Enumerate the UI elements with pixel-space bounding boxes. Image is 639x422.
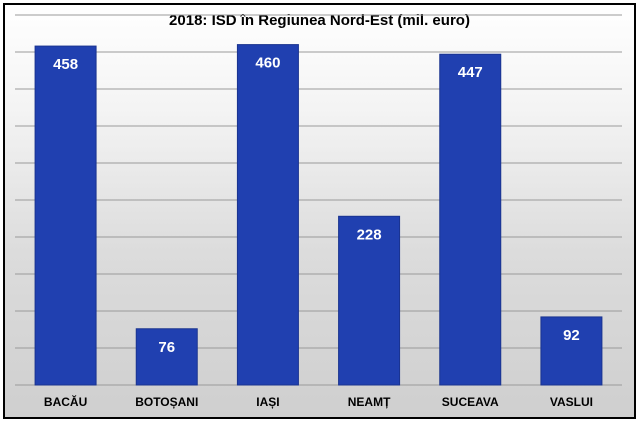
- bar: [338, 215, 401, 386]
- chart-frame: 2018: ISD în Regiunea Nord-Est (mil. eur…: [3, 3, 636, 419]
- category-label: VASLUI: [550, 395, 593, 409]
- bar-chart: 458 76 460 228 447 92 BACĂU BOTOȘANI IAȘI NEAMȚ S…: [15, 14, 622, 409]
- bar-value-label: 447: [458, 64, 483, 81]
- bars: [34, 44, 603, 386]
- bar-value-label: 92: [563, 327, 580, 344]
- bar-value-label: 76: [158, 339, 175, 356]
- category-labels: BACĂU BOTOȘANI IAȘI NEAMȚ SUCEAVA VASLUI: [44, 394, 593, 409]
- gridlines: [15, 14, 622, 386]
- category-label: NEAMȚ: [348, 395, 391, 409]
- bar: [236, 44, 299, 386]
- bar: [34, 45, 97, 386]
- category-label: BACĂU: [44, 394, 87, 409]
- category-label: BOTOȘANI: [135, 395, 198, 409]
- bar: [540, 316, 603, 386]
- bar-value-label: 228: [357, 226, 382, 243]
- bar-value-label: 460: [255, 55, 280, 72]
- category-label: IAȘI: [256, 395, 279, 409]
- bar-value-label: 458: [53, 56, 78, 73]
- bar: [135, 328, 198, 386]
- category-label: SUCEAVA: [442, 395, 499, 409]
- bar: [439, 53, 502, 386]
- chart-title: 2018: ISD în Regiunea Nord-Est (mil. eur…: [169, 12, 470, 29]
- value-labels: 458 76 460 228 447 92: [53, 55, 580, 356]
